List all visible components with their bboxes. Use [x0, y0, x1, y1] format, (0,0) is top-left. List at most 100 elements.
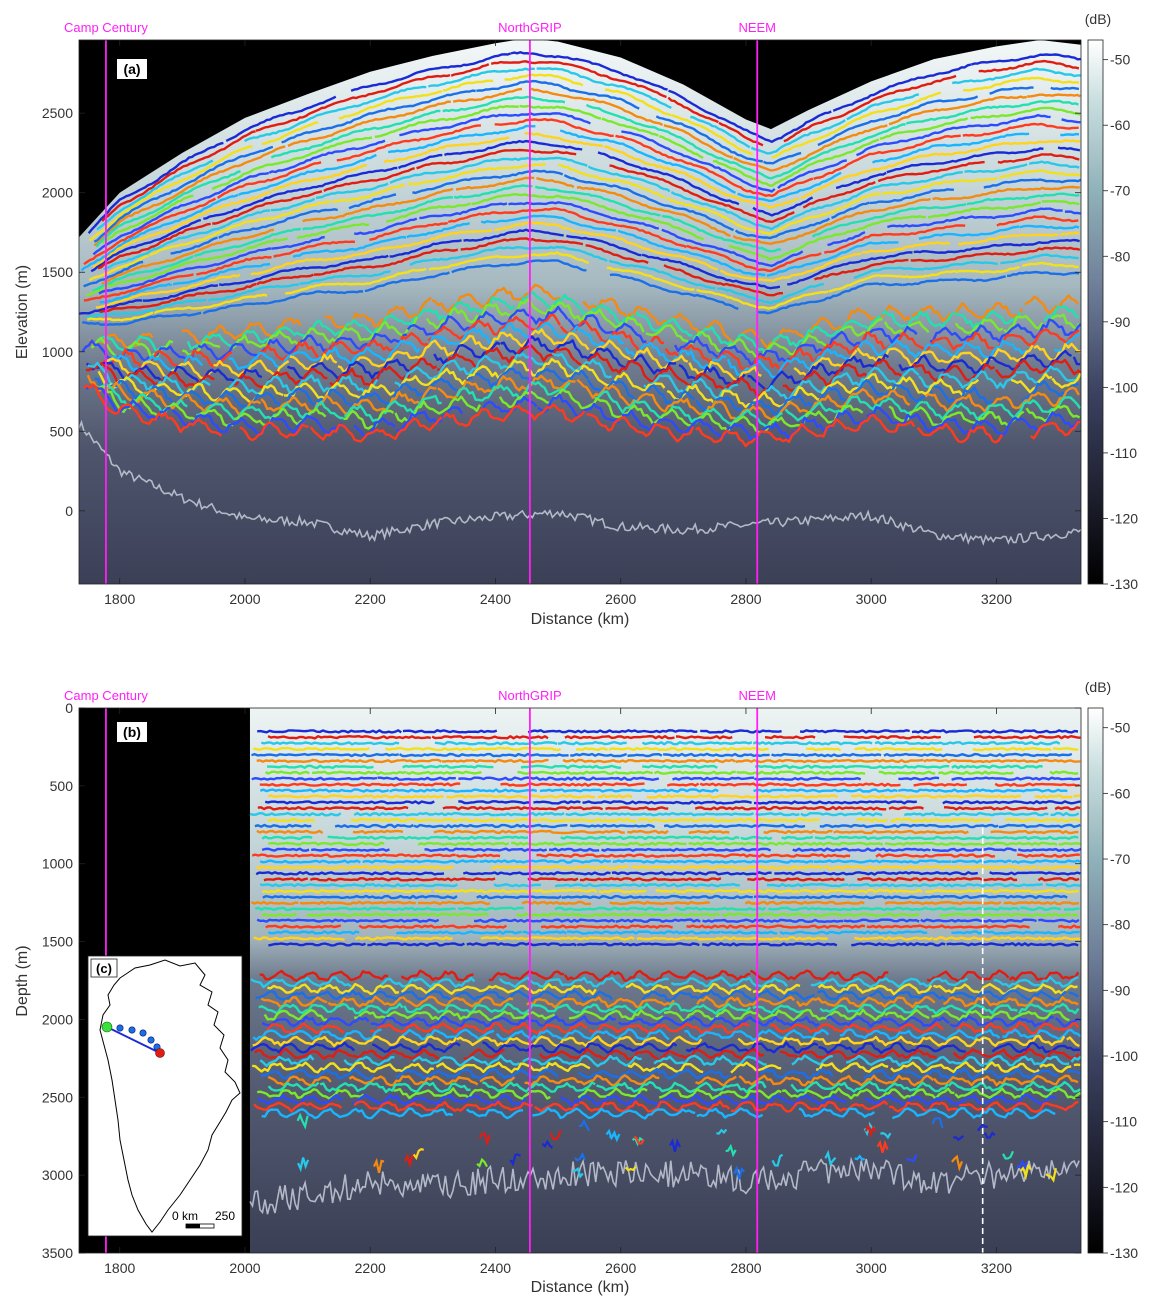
layer-trace: [562, 758, 736, 764]
layer-trace: [533, 800, 581, 805]
layer-trace: [539, 1048, 660, 1061]
layer-trace: [561, 894, 753, 900]
layer-trace: [752, 196, 814, 217]
layer-trace: [783, 124, 888, 168]
layer-trace: [851, 942, 946, 947]
y-tick-label: 2500: [42, 105, 73, 121]
inset-label: (c): [96, 961, 112, 976]
layer-trace: [234, 407, 327, 427]
colorbar-tick-label: -50: [1110, 52, 1130, 68]
layer-trace: [1017, 1002, 1080, 1015]
panel-b-label-box: [117, 722, 147, 742]
layer-trace: [283, 367, 467, 400]
layer-trace: [324, 296, 432, 329]
layer-trace: [261, 741, 400, 746]
y-tick-label: 2000: [42, 185, 73, 201]
layer-trace: [400, 983, 597, 996]
layer-fragment: [633, 1136, 645, 1145]
layer-trace: [1021, 261, 1079, 269]
layer-trace: [733, 156, 785, 172]
layer-trace: [978, 59, 1080, 73]
layer-trace: [1051, 372, 1081, 389]
layer-trace: [101, 228, 275, 286]
panel-b-y-axis-title: Depth (m): [14, 945, 31, 1016]
layer-trace: [983, 178, 1081, 189]
layer-trace: [866, 924, 1030, 929]
layer-trace: [258, 1002, 404, 1015]
y-tick-label: 500: [50, 423, 74, 439]
layer-trace: [959, 1100, 1079, 1113]
layer-trace: [1058, 842, 1081, 846]
x-tick-label: 2600: [605, 591, 636, 607]
layer-trace: [350, 894, 458, 900]
layer-trace: [888, 95, 1028, 126]
layer-trace: [696, 995, 795, 1009]
layer-trace: [951, 930, 1080, 935]
layer-trace: [85, 248, 247, 297]
layer-trace: [261, 888, 432, 894]
layer-trace: [951, 764, 1043, 770]
layer-trace: [451, 259, 587, 274]
layer-trace: [981, 1061, 1040, 1074]
layer-trace: [379, 977, 476, 989]
layer-trace: [942, 996, 1079, 1008]
layer-trace: [1057, 146, 1081, 152]
layer-trace: [529, 794, 596, 799]
layer-trace: [838, 318, 883, 337]
layer-trace: [256, 273, 314, 286]
layer-trace: [353, 811, 496, 817]
layer-trace: [982, 139, 1081, 150]
layer-trace: [696, 1107, 764, 1119]
layer-trace: [792, 847, 931, 852]
layer-trace: [560, 1094, 722, 1107]
layer-trace: [787, 251, 913, 286]
layer-trace: [256, 829, 324, 835]
layer-trace: [615, 134, 814, 197]
panel-b: 1800 2000 2200 2400 2600 2800 3000 3200 0 500 100…: [14, 679, 1138, 1296]
panel-a-site-lines: [105, 40, 759, 584]
layer-trace: [850, 794, 964, 799]
layer-trace: [462, 871, 611, 876]
layer-trace: [101, 194, 194, 245]
panel-b-colorbar-ticks: -50 -60 -70 -80 -90 -100 -110 -120 -130: [1103, 720, 1138, 1261]
inset-label-box: [90, 958, 118, 978]
layer-trace: [929, 326, 975, 343]
track-point-1: [116, 1024, 124, 1032]
layer-trace: [482, 396, 538, 413]
layer-trace: [897, 788, 1068, 793]
layer-trace: [267, 764, 374, 770]
layer-trace: [609, 164, 795, 223]
layer-trace: [319, 1081, 471, 1094]
layer-trace: [156, 298, 207, 310]
layer-trace: [839, 1028, 1001, 1041]
layer-trace: [272, 164, 367, 192]
layer-trace: [1002, 1028, 1081, 1041]
layer-fragment: [951, 1154, 964, 1172]
layer-trace: [362, 859, 479, 864]
panel-a-label-box: [117, 59, 147, 79]
layer-trace: [819, 823, 999, 829]
layer-trace: [1019, 224, 1080, 230]
layer-trace: [692, 315, 882, 354]
layer-trace: [267, 735, 432, 740]
layer-trace: [417, 841, 510, 846]
layer-trace: [744, 900, 865, 906]
layer-trace: [450, 63, 490, 77]
layer-trace: [887, 207, 1063, 229]
site-marker-label: NEEM: [738, 20, 776, 35]
layer-trace: [92, 171, 270, 256]
layer-trace: [259, 859, 361, 864]
layer-trace: [255, 989, 453, 1001]
layer-trace: [334, 823, 414, 829]
layer-trace: [585, 244, 649, 264]
x-tick-label: 2800: [730, 1260, 761, 1276]
layer-trace: [790, 1080, 949, 1093]
layer-trace: [937, 770, 1014, 775]
layer-trace: [911, 302, 1023, 323]
layer-trace: [846, 93, 920, 121]
layer-trace: [428, 251, 590, 271]
layer-trace: [856, 113, 1051, 157]
layer-trace: [659, 135, 704, 159]
layer-trace: [597, 151, 740, 206]
colorbar-tick-label: -100: [1110, 379, 1138, 395]
